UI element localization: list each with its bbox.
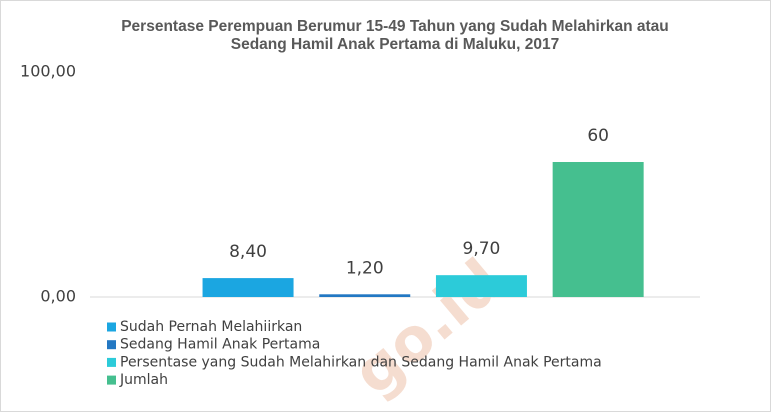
bar bbox=[552, 162, 644, 297]
bar bbox=[202, 278, 294, 297]
data-label: 9,70 bbox=[463, 239, 501, 259]
legend-swatch bbox=[107, 322, 116, 332]
legend-swatch bbox=[107, 375, 116, 385]
data-label: 1,20 bbox=[346, 258, 384, 278]
legend-label: Persentase yang Sudah Melahirkan dan Sed… bbox=[120, 354, 602, 370]
data-label: 60 bbox=[587, 126, 609, 146]
y-tick-label: 100,00 bbox=[20, 62, 76, 81]
legend-label: Sudah Pernah Melahiirkan bbox=[120, 319, 302, 335]
y-tick-label: 0,00 bbox=[40, 287, 76, 306]
legend-swatch bbox=[107, 340, 116, 350]
chart-title: Persentase Perempuan Berumur 15-49 Tahun… bbox=[121, 18, 669, 53]
bar bbox=[319, 294, 411, 297]
legend-swatch bbox=[107, 357, 116, 367]
bar bbox=[435, 275, 527, 297]
data-label: 8,40 bbox=[229, 242, 267, 262]
legend-label: Sedang Hamil Anak Pertama bbox=[120, 337, 320, 353]
legend-label: Jumlah bbox=[119, 372, 168, 388]
